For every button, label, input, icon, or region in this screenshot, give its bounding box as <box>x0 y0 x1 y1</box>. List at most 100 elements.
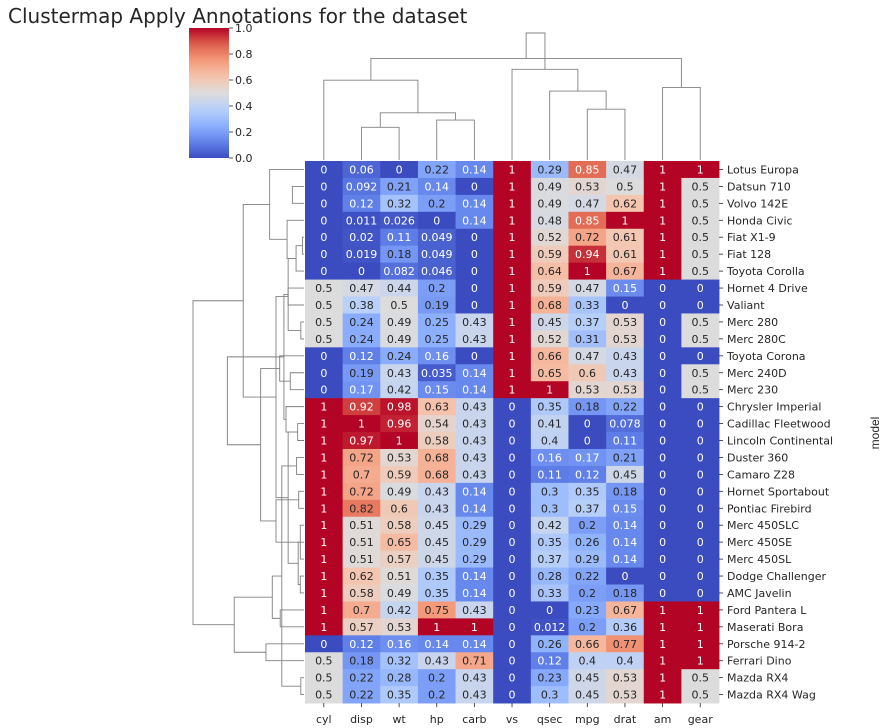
cell-value-label: 1 <box>320 536 327 549</box>
cell-value-label: 0 <box>659 570 666 583</box>
cell-value-label: 0.37 <box>575 316 600 329</box>
cell-value-label: 0 <box>509 485 516 498</box>
cell-value-label: 0.18 <box>575 401 600 414</box>
heatmap-cell <box>681 211 720 230</box>
heatmap-cell <box>606 211 645 230</box>
cell-value-label: 0.16 <box>537 451 562 464</box>
cell-value-label: 0.16 <box>387 638 412 651</box>
heatmap-cell <box>606 516 645 535</box>
heatmap-cell <box>455 499 494 518</box>
heatmap-cell <box>606 415 645 433</box>
row-dendrogram-link <box>275 499 301 543</box>
cell-value-label: 0.5 <box>691 214 709 227</box>
heatmap-cell <box>342 533 381 552</box>
cell-value-label: 0 <box>659 468 666 481</box>
heatmap-cell <box>417 601 456 619</box>
heatmap-cell <box>643 330 682 348</box>
row-tick-label: Honda Civic <box>727 214 793 227</box>
heatmap-cell <box>417 533 456 552</box>
heatmap-cell <box>606 635 645 653</box>
cell-value-label: 0.5 <box>315 316 333 329</box>
cell-value-label: 0 <box>433 214 440 227</box>
row-tick-label: Merc 450SLC <box>727 519 799 532</box>
cell-value-label: 0.2 <box>428 282 446 295</box>
heatmap-cell <box>606 364 645 382</box>
cell-value-label: 0 <box>621 299 628 312</box>
heatmap-cell <box>681 567 720 585</box>
cell-value-label: 0.49 <box>387 485 412 498</box>
heatmap-cell <box>380 432 419 450</box>
cell-value-label: 0.22 <box>349 689 374 702</box>
cell-value-label: 0.62 <box>349 570 374 583</box>
heatmap-cell <box>530 262 569 280</box>
cell-value-label: 0 <box>697 299 704 312</box>
row-tick-label: Mazda RX4 Wag <box>727 689 816 702</box>
heatmap-cell <box>681 669 720 687</box>
cell-value-label: 0.11 <box>537 468 562 481</box>
heatmap-cell <box>380 415 419 433</box>
heatmap-cell <box>643 499 682 518</box>
cell-value-label: 0.47 <box>575 197 600 210</box>
cell-value-label: 0 <box>659 587 666 600</box>
heatmap-cell <box>305 381 344 399</box>
heatmap-cell <box>305 296 344 314</box>
heatmap-cell <box>305 330 344 348</box>
heatmap-cell <box>530 296 569 314</box>
heatmap-cell <box>493 584 532 602</box>
row-tick-label: Pontiac Firebird <box>727 502 812 515</box>
heatmap-cell <box>417 415 456 433</box>
heatmap-cell <box>305 364 344 382</box>
heatmap-cell <box>568 211 607 230</box>
cell-value-label: 0 <box>509 502 516 515</box>
heatmap-cell <box>493 635 532 653</box>
cell-value-label: 0.43 <box>462 435 487 448</box>
heatmap-cell <box>455 381 494 399</box>
heatmap-cell <box>305 415 344 433</box>
heatmap-cell <box>681 516 720 535</box>
heatmap-cell <box>455 228 494 247</box>
cell-value-label: 0.3 <box>541 689 559 702</box>
heatmap-cell <box>681 161 720 179</box>
y-axis-label-group: model <box>868 417 882 450</box>
heatmap-cell <box>342 330 381 348</box>
cell-value-label: 0.43 <box>462 451 487 464</box>
cell-value-label: 0.49 <box>537 180 562 193</box>
cell-value-label: 0.47 <box>575 282 600 295</box>
row-dendrogram-link <box>301 236 304 255</box>
cell-value-label: 0.5 <box>691 197 709 210</box>
heatmap-cell <box>606 398 645 416</box>
cell-value-label: 0.2 <box>428 197 446 210</box>
heatmap-cell <box>568 398 607 416</box>
heatmap-cell <box>493 448 532 467</box>
heatmap-cell <box>305 347 344 365</box>
cell-value-label: 0.5 <box>691 333 709 346</box>
cell-value-label: 0 <box>697 570 704 583</box>
heatmap-cell <box>681 279 720 297</box>
cell-value-label: 0.5 <box>691 265 709 278</box>
heatmap-cell <box>643 584 682 602</box>
colorbar-tick-label: 0.4 <box>235 100 253 113</box>
heatmap-cell <box>342 161 381 179</box>
cell-value-label: 0.5 <box>315 282 333 295</box>
heatmap-cell <box>606 584 645 602</box>
cell-value-label: 0.75 <box>424 604 449 617</box>
cell-value-label: 0.67 <box>613 604 638 617</box>
cell-value-label: 0.12 <box>537 655 562 668</box>
cell-value-label: 0.14 <box>613 553 638 566</box>
heatmap-cell <box>305 686 344 704</box>
heatmap-cell <box>455 161 494 179</box>
cell-value-label: 1 <box>546 384 553 397</box>
cell-value-label: 0 <box>509 655 516 668</box>
cell-value-label: 1 <box>659 689 666 702</box>
cell-value-label: 1 <box>659 180 666 193</box>
cell-value-label: 0.14 <box>462 570 487 583</box>
heatmap-cell <box>380 364 419 382</box>
heatmap-cell <box>568 228 607 247</box>
heatmap-cell <box>681 550 720 568</box>
heatmap-cell <box>643 398 682 416</box>
cell-value-label: 0.035 <box>421 367 453 380</box>
cell-value-label: 0 <box>320 231 327 244</box>
cell-value-label: 0.2 <box>428 689 446 702</box>
cell-value-label: 0 <box>471 180 478 193</box>
heatmap-cell <box>606 652 645 670</box>
